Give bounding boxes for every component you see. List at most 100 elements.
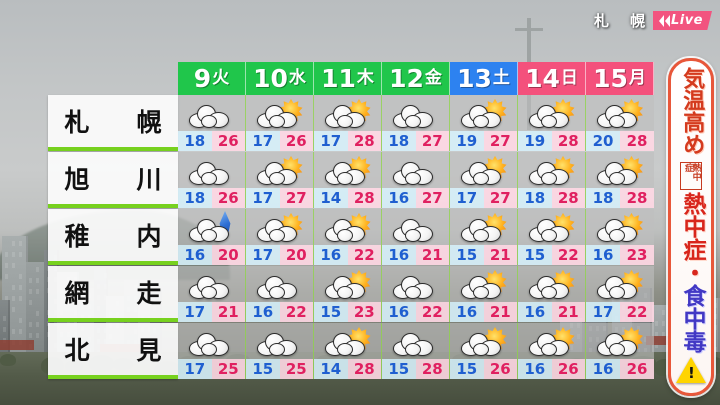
max-temperature: 21 [211,302,245,322]
weather-icon-area [314,209,381,245]
city-name-cell[interactable]: 北 見 [48,323,178,379]
cloud-puff [540,229,557,242]
temperature-row: 17 22 [586,302,654,322]
weather-icon-area [450,95,517,131]
forecast-cell[interactable]: 16 21 [382,209,450,265]
forecast-day-column[interactable]: 10 水 17 26 17 27 17 20 16 22 15 25 [246,62,314,380]
max-temperature: 20 [279,245,313,265]
weather-icon-area [586,209,654,245]
temperature-row: 16 21 [518,302,585,322]
forecast-cell[interactable]: 15 28 [382,323,450,379]
forecast-cell[interactable]: 16 21 [518,266,586,322]
cloudy-sun-icon [528,324,575,358]
city-name-cell[interactable]: 網 走 [48,266,178,322]
forecast-cell[interactable]: 15 25 [246,323,314,379]
forecast-cell[interactable]: 16 21 [450,266,518,322]
forecast-cell[interactable]: 18 26 [178,95,246,151]
forecast-cell[interactable]: 19 27 [450,95,518,151]
day-header[interactable]: 13 土 [450,62,518,95]
forecast-day-column[interactable]: 14 日 19 28 18 28 15 22 16 21 16 26 [518,62,586,380]
temperature-row: 14 28 [314,359,381,379]
forecast-cell[interactable]: 18 28 [586,152,654,208]
forecast-cell[interactable]: 18 26 [178,152,246,208]
cloud-puff [540,172,557,185]
warning-stamp: 熱中症 [680,162,702,190]
forecast-cell[interactable]: 16 26 [518,323,586,379]
weather-icon-area [246,95,313,131]
min-temperature: 17 [246,131,280,151]
max-temperature: 21 [415,245,449,265]
max-temperature: 28 [347,188,381,208]
weather-icon-area [586,266,654,302]
city-name-label: 稚 内 [64,222,173,251]
cloudy-icon [392,96,439,130]
day-number: 11 [321,64,356,93]
max-temperature: 26 [483,359,517,379]
cloud-icon [324,161,365,185]
temperature-row: 16 26 [518,359,585,379]
forecast-day-column[interactable]: 15 月 20 28 18 28 16 23 17 22 16 26 [586,62,654,380]
forecast-cell[interactable]: 16 22 [314,209,382,265]
forecast-cell[interactable]: 19 28 [518,95,586,151]
day-number: 9 [193,64,212,93]
forecast-cell[interactable]: 16 22 [246,266,314,322]
forecast-cell[interactable]: 14 28 [314,152,382,208]
cloudy-sun-icon [460,153,507,187]
forecast-cell[interactable]: 16 23 [586,209,654,265]
forecast-cell[interactable]: 20 28 [586,95,654,151]
forecast-cell[interactable]: 15 26 [450,323,518,379]
max-temperature: 28 [620,188,654,208]
forecast-cell[interactable]: 14 28 [314,323,382,379]
forecast-cell[interactable]: 17 27 [246,152,314,208]
forecast-day-column[interactable]: 12 金 18 27 16 27 16 21 16 22 15 28 [382,62,450,380]
weather-icon-area [586,95,654,131]
cloudy-sun-icon [597,210,643,244]
city-name-cell[interactable]: 稚 内 [48,209,178,265]
day-header[interactable]: 15 月 [586,62,654,95]
forecast-cell[interactable]: 17 28 [314,95,382,151]
day-header[interactable]: 11 木 [314,62,382,95]
max-temperature: 26 [279,131,313,151]
forecast-cell[interactable]: 17 25 [178,323,246,379]
city-name-cell[interactable]: 旭 川 [48,152,178,208]
forecast-cell[interactable]: 17 21 [178,266,246,322]
max-temperature: 26 [620,359,654,379]
day-header[interactable]: 12 金 [382,62,450,95]
forecast-cell[interactable]: 17 20 [246,209,314,265]
max-temperature: 23 [347,302,381,322]
day-header[interactable]: 14 日 [518,62,586,95]
forecast-cell[interactable]: 18 28 [518,152,586,208]
cloud-puff [404,115,421,128]
cloud-icon [324,104,365,128]
forecast-cell[interactable]: 15 21 [450,209,518,265]
forecast-cell[interactable]: 15 22 [518,209,586,265]
forecast-cell[interactable]: 16 20 [178,209,246,265]
forecast-day-column[interactable]: 13 土 19 27 17 27 15 21 16 21 15 26 [450,62,518,380]
forecast-cell[interactable]: 15 23 [314,266,382,322]
cloud-icon [460,104,501,128]
weather-icon-area [178,95,245,131]
max-temperature: 28 [551,188,585,208]
forecast-day-column[interactable]: 9 火 18 26 18 26 16 20 17 21 17 25 [178,62,246,380]
cloudy-sun-icon [460,267,507,301]
forecast-cell[interactable]: 18 27 [382,95,450,151]
cloudy-sun-icon [597,153,643,187]
temperature-row: 16 26 [586,359,654,379]
cloud-icon [460,275,501,299]
day-header[interactable]: 10 水 [246,62,314,95]
cloud-puff [404,343,421,356]
cloud-puff [609,343,625,356]
forecast-cell[interactable]: 16 27 [382,152,450,208]
forecast-day-column[interactable]: 11 木 17 28 14 28 16 22 15 23 14 28 [314,62,382,380]
city-name-cell[interactable]: 札 幌 [48,95,178,151]
cloudy-icon [188,96,235,130]
cloud-icon [392,275,433,299]
cloudy-sun-icon [324,267,371,301]
forecast-cell[interactable]: 17 27 [450,152,518,208]
forecast-cell[interactable]: 17 26 [246,95,314,151]
forecast-cell[interactable]: 17 22 [586,266,654,322]
cloud-icon [188,275,229,299]
forecast-cell[interactable]: 16 26 [586,323,654,379]
forecast-cell[interactable]: 16 22 [382,266,450,322]
